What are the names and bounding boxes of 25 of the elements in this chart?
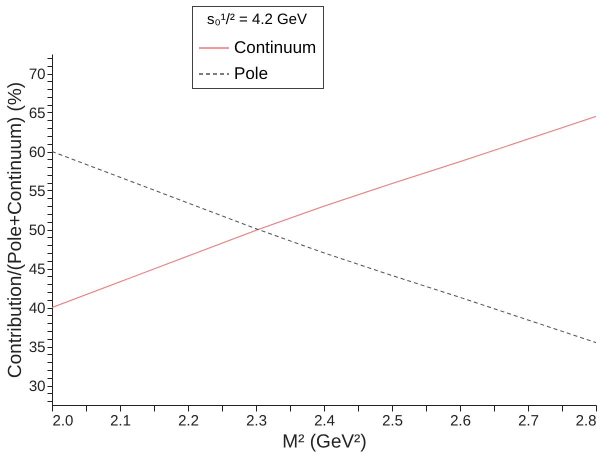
line-series	[52, 151, 596, 344]
line-series	[52, 116, 596, 308]
y-tick-label: 35	[28, 339, 46, 356]
x-axis-title: M² (GeV²)	[282, 432, 367, 452]
x-tick-label: 2.4	[314, 412, 335, 430]
y-tick-label: 45	[28, 261, 46, 278]
y-tick-label: 70	[28, 66, 46, 83]
y-tick-label: 40	[28, 300, 46, 317]
x-tick-label: 2.6	[450, 412, 471, 430]
x-tick-label: 2.5	[382, 412, 403, 430]
y-tick-label: 50	[28, 222, 46, 239]
y-axis-title: Contribution/(Pole+Continuum) (%)	[4, 82, 26, 378]
y-tick-label: 65	[28, 105, 46, 122]
x-tick-label: 2.1	[110, 412, 131, 430]
x-tick-label: 2.7	[518, 412, 539, 430]
x-tick-label: 2.3	[246, 412, 267, 430]
y-tick-label: 55	[28, 183, 46, 200]
legend-title: s₀¹/² = 4.2 GeV	[206, 11, 308, 28]
legend-label: Pole	[234, 64, 268, 83]
x-tick-label: 2.2	[178, 412, 199, 430]
x-tick-label: 2.8	[576, 412, 596, 430]
y-tick-label: 60	[28, 144, 46, 161]
legend-label: Continuum	[234, 38, 316, 57]
y-tick-label: 30	[28, 378, 46, 395]
x-tick-label: 2.0	[52, 412, 74, 430]
